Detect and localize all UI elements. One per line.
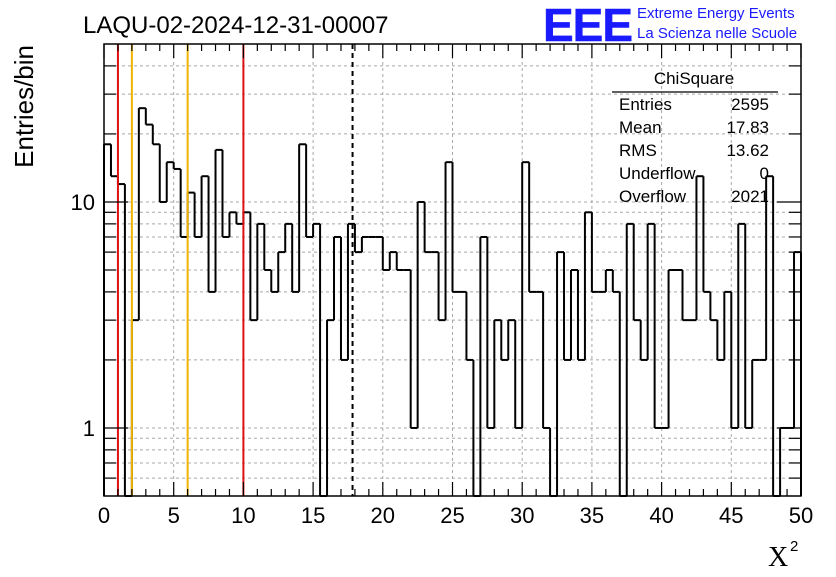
x-tick-label: 5 [168, 503, 180, 528]
threshold-markers [116, 44, 354, 496]
stats-rows: Entries 2595 Mean 17.83 RMS 13.62 Underflow 0 Ov… [619, 95, 769, 206]
stats-value: 2021 [731, 187, 769, 206]
stats-label: Entries [619, 95, 672, 114]
logo-text: EEE [543, 0, 632, 51]
x-tick-label: 25 [440, 503, 464, 528]
x-tick-label: 45 [719, 503, 743, 528]
stats-box: ChiSquare Entries 2595 Mean 17.83 RMS 13.62 Un… [612, 69, 778, 206]
stats-label: Underflow [619, 164, 696, 183]
axis-ticks: 0 5 10 15 20 25 30 35 40 45 50 1 10 [71, 44, 813, 528]
x-tick-label: 10 [231, 503, 255, 528]
x-axis-label-text: X [768, 542, 788, 572]
stats-value: 2595 [731, 95, 769, 114]
x-tick-label: 20 [371, 503, 395, 528]
x-tick-label: 35 [580, 503, 604, 528]
logo-line-2: La Scienza nelle Scuole [637, 25, 797, 42]
y-tick-label: 1 [83, 416, 95, 441]
stats-value: 17.83 [726, 118, 769, 137]
x-axis-label-superscript: 2 [790, 538, 798, 555]
x-axis-label: X 2 [768, 538, 798, 573]
x-tick-label: 30 [510, 503, 534, 528]
y-axis-label: Entries/bin [9, 45, 39, 168]
logo-line-1: Extreme Energy Events [637, 5, 795, 22]
stats-label: RMS [619, 141, 657, 160]
stats-value: 0 [760, 164, 769, 183]
stats-box-title: ChiSquare [654, 69, 734, 88]
stats-label: Mean [619, 118, 662, 137]
x-tick-label: 40 [649, 503, 673, 528]
stats-value: 13.62 [726, 141, 769, 160]
x-tick-label: 50 [789, 503, 813, 528]
histogram-title: LAQU-02-2024-12-31-00007 [83, 12, 389, 39]
stats-label: Overflow [619, 187, 687, 206]
y-tick-label: 10 [71, 190, 95, 215]
x-tick-label: 15 [301, 503, 325, 528]
x-tick-label: 0 [98, 503, 110, 528]
eee-logo: EEE Extreme Energy Events La Scienza nel… [543, 0, 797, 51]
